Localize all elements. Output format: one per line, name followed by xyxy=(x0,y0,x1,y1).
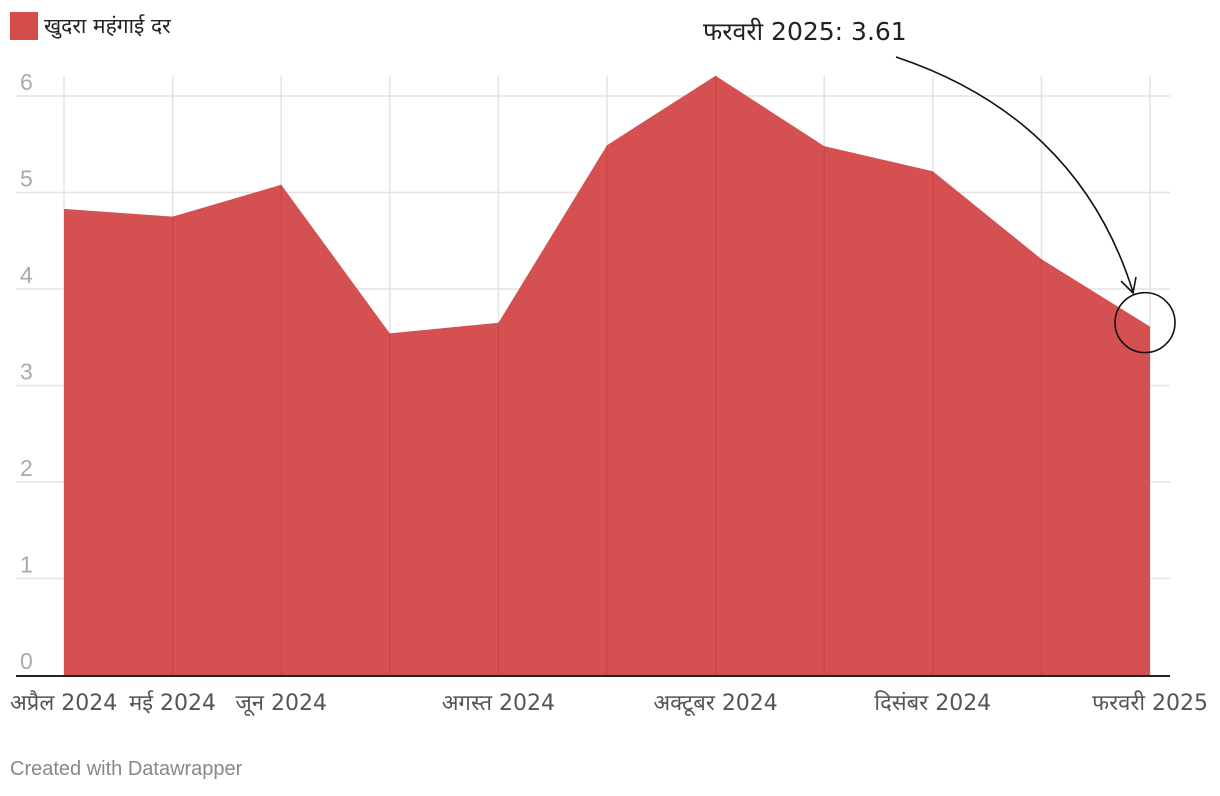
x-tick-label: फरवरी 2025 xyxy=(1092,690,1208,716)
x-tick-label: अगस्त 2024 xyxy=(442,691,555,716)
x-tick-label: अक्टूबर 2024 xyxy=(653,691,777,717)
y-tick-label: 5 xyxy=(20,166,33,192)
annotation-arrowhead xyxy=(1120,276,1137,295)
x-tick-label: अप्रैल 2024 xyxy=(10,690,117,716)
y-axis: 0 1 2 3 4 5 6 xyxy=(20,69,33,674)
x-tick-label: मई 2024 xyxy=(129,690,216,716)
x-axis: अप्रैल 2024 मई 2024 जून 2024 अगस्त 2024 अक्ट… xyxy=(10,690,1208,717)
legend-swatch xyxy=(10,12,38,40)
y-tick-label: 3 xyxy=(20,359,33,385)
legend: खुदरा महंगाई दर xyxy=(10,12,171,40)
footer-credit: Created with Datawrapper xyxy=(10,758,243,780)
annotation-label: फरवरी 2025: 3.61 xyxy=(703,17,907,46)
y-tick-label: 6 xyxy=(20,69,33,95)
y-tick-label: 2 xyxy=(20,455,33,481)
y-tick-label: 4 xyxy=(20,262,33,288)
y-tick-label: 0 xyxy=(20,648,33,674)
legend-label: खुदरा महंगाई दर xyxy=(44,14,171,38)
x-tick-label: जून 2024 xyxy=(235,691,327,717)
area-series xyxy=(16,75,1170,677)
annotation: फरवरी 2025: 3.61 xyxy=(703,17,1176,354)
y-tick-label: 1 xyxy=(20,552,33,578)
x-tick-label: दिसंबर 2024 xyxy=(874,690,991,716)
annotation-circle xyxy=(1114,291,1176,354)
annotation-arrow xyxy=(895,56,1134,293)
